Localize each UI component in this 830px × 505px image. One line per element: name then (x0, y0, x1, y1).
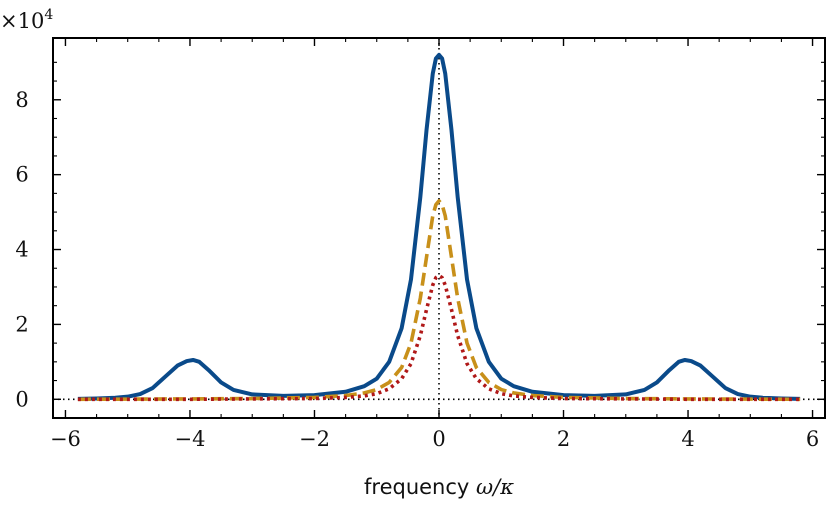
x-tick-label: 6 (806, 427, 819, 451)
x-axis-label-text: frequency (364, 475, 469, 499)
y-scale-exponent: 4 (44, 7, 53, 23)
y-scale-text: ×10 (0, 9, 44, 33)
y-tick-label: 6 (15, 163, 28, 187)
x-tick-label: −6 (50, 427, 81, 451)
series-line-2 (77, 199, 801, 402)
x-axis-label: frequency ω/κ (364, 475, 514, 499)
y-axis-ticks: 0 2 4 6 8 (15, 61, 825, 411)
y-tick-label: 8 (15, 88, 28, 112)
y-tick-label: 2 (15, 312, 28, 336)
series-layer (77, 52, 801, 402)
x-tick-label: 2 (557, 427, 570, 451)
x-tick-label: 4 (681, 427, 694, 451)
series-line-1 (77, 52, 801, 401)
y-tick-label: 0 (15, 387, 28, 411)
x-tick-label: −2 (299, 427, 330, 451)
x-axis-ticks: −6 −4 −2 0 2 4 6 (50, 38, 819, 451)
y-scale-label: ×104 (0, 7, 53, 33)
x-tick-label: 0 (432, 427, 445, 451)
x-axis-label-math: ω/κ (476, 475, 514, 499)
y-tick-label: 4 (15, 238, 28, 262)
series-line-3 (77, 273, 801, 402)
reference-lines (53, 38, 825, 418)
x-tick-label: −4 (174, 427, 205, 451)
